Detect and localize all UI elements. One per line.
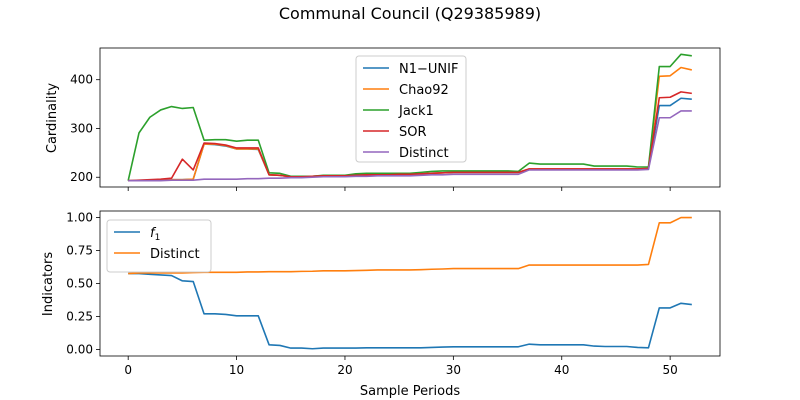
- indicators-ytick-label-0-5: 0.50: [66, 277, 93, 291]
- cardinality-legend-label-jack1: Jack1: [398, 104, 434, 119]
- indicators-panel: 0 10 20 30 40 50 0.00 0.25 0.50 0.75 1.00 Indicato…: [41, 211, 721, 399]
- cardinality-legend-box: [355, 55, 467, 163]
- indicators-ticks: 0 10 20 30 40 50 0.00 0.25 0.50 0.75 1.00: [66, 211, 677, 377]
- cardinality-ticks: 200 300 400: [70, 73, 671, 191]
- indicators-ytick-label-0-75: 0.75: [66, 244, 93, 258]
- indicators-xtick-label-40: 40: [554, 363, 569, 377]
- indicators-ytick-label-0: 0.00: [66, 342, 93, 356]
- cardinality-ylabel: Cardinality: [45, 83, 60, 154]
- cardinality-series-line-sor: [128, 91, 692, 182]
- cardinality-panel: 200 300 400 Cardinality N1−UNIF Chao92 Jack1…: [45, 47, 721, 191]
- cardinality-ytick-label-300: 300: [70, 121, 93, 135]
- indicators-xtick-label-20: 20: [337, 363, 352, 377]
- cardinality-legend-label-sor: SOR: [399, 125, 427, 140]
- cardinality-ytick-label-400: 400: [70, 73, 93, 87]
- indicators-legend-label-f1: f1: [150, 226, 160, 243]
- cardinality-legend: N1−UNIF Chao92 Jack1 SOR Distinct: [355, 55, 467, 163]
- indicators-legend-label-distinct: Distinct: [150, 247, 200, 262]
- cardinality-legend-label-n1-unif: N1−UNIF: [399, 62, 458, 77]
- indicators-xtick-label-10: 10: [229, 363, 244, 377]
- cardinality-series-line-distinct: [128, 110, 692, 182]
- cardinality-series-line-jack1: [127, 53, 692, 181]
- indicators-xtick-label-50: 50: [662, 363, 677, 377]
- indicators-series: [128, 216, 692, 350]
- indicators-xtick-label-0: 0: [124, 363, 132, 377]
- indicators-series-line-distinct: [128, 216, 692, 275]
- indicators-series-line-f1: [128, 272, 692, 350]
- indicators-ylabel: Indicators: [41, 252, 56, 316]
- indicators-ytick-label-0-25: 0.25: [66, 309, 93, 323]
- indicators-legend-box: [106, 219, 212, 273]
- figure-title: Communal Council (Q29385989): [279, 4, 541, 23]
- indicators-xlabel: Sample Periods: [360, 384, 460, 399]
- cardinality-legend-label-distinct: Distinct: [399, 146, 449, 161]
- cardinality-legend-label-chao92: Chao92: [399, 83, 449, 98]
- cardinality-series: [127, 53, 692, 182]
- indicators-ytick-label-1: 1.00: [66, 211, 93, 225]
- cardinality-axes-frame: [99, 47, 721, 188]
- cardinality-ytick-label-200: 200: [70, 170, 93, 184]
- indicators-legend: f1 Distinct: [106, 219, 212, 273]
- indicators-xtick-label-30: 30: [446, 363, 461, 377]
